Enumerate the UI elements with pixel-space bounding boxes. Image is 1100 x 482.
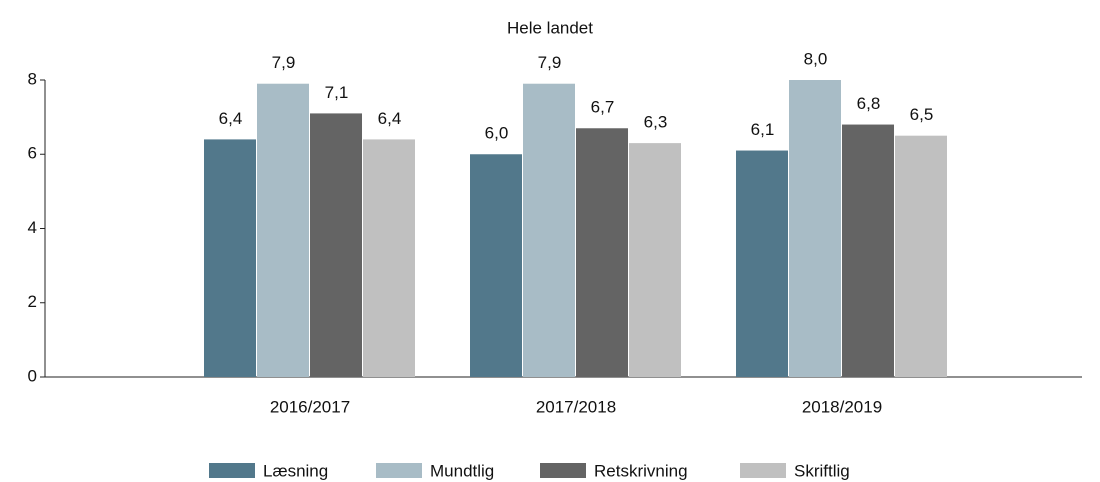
legend-swatch [740,463,786,478]
value-label: 6,4 [378,109,402,128]
bar [895,135,947,377]
y-tick-label: 0 [28,366,37,385]
legend-label: Mundtlig [430,461,494,480]
y-tick-label: 4 [28,218,37,237]
bar [523,83,575,378]
value-label: 6,7 [591,98,615,117]
bar [736,150,788,377]
legend-label: Retskrivning [594,461,688,480]
bar [310,113,362,377]
value-label: 6,8 [857,94,881,113]
legend-swatch [540,463,586,478]
value-label: 6,0 [485,124,509,143]
bar [363,139,415,377]
x-tick-label: 2017/2018 [536,397,616,416]
bar [629,143,681,377]
value-label: 7,9 [538,53,562,72]
x-tick-label: 2018/2019 [802,397,882,416]
value-label: 6,4 [219,109,243,128]
y-tick-label: 2 [28,292,37,311]
value-label: 6,3 [644,113,668,132]
bar [204,139,256,377]
chart-title: Hele landet [507,18,593,37]
bar [470,154,522,377]
legend-swatch [209,463,255,478]
legend-label: Læsning [263,461,328,480]
legend-swatch [376,463,422,478]
bar [842,124,894,377]
bar [257,83,309,378]
y-tick-label: 8 [28,69,37,88]
value-label: 6,1 [751,120,775,139]
value-label: 7,1 [325,83,349,102]
legend-label: Skriftlig [794,461,850,480]
value-label: 6,5 [910,105,934,124]
value-label: 7,9 [272,53,296,72]
x-tick-label: 2016/2017 [270,397,350,416]
y-tick-label: 6 [28,144,37,163]
value-label: 8,0 [804,49,828,68]
bar [789,80,841,377]
bar [576,128,628,377]
